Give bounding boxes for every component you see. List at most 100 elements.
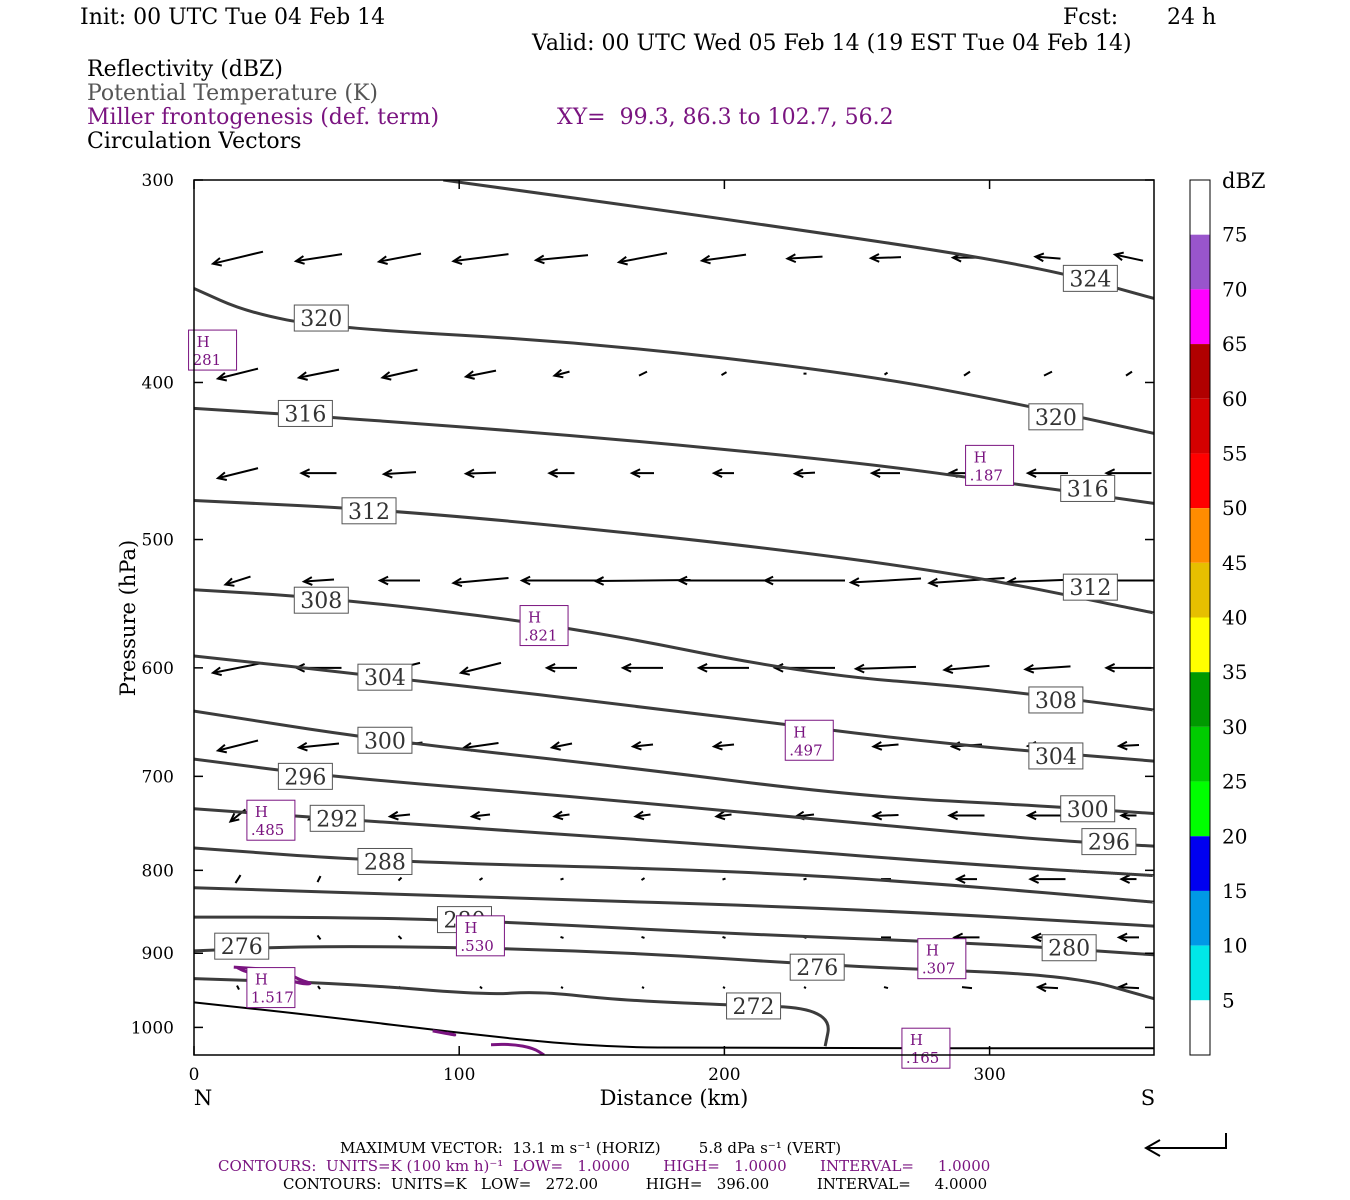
- axes: 300 400 500 600 700 800 900 1000 0 100 200 300: [131, 171, 1154, 1085]
- wind-vector: [463, 468, 497, 479]
- wind-vector: [317, 985, 321, 990]
- wind-vector: [533, 254, 589, 265]
- colorbar-label: 5: [1222, 988, 1235, 1012]
- contour-label-box: [1028, 742, 1084, 770]
- wind-vector: [1119, 874, 1137, 884]
- colorbar-label: 55: [1222, 441, 1247, 465]
- colorbar-label: 65: [1222, 332, 1247, 356]
- wind-vector: [711, 740, 735, 751]
- contour-label-box: [293, 586, 349, 614]
- y-tick-label: 800: [142, 861, 174, 881]
- y-tick-label: 900: [142, 944, 174, 964]
- contour-label: 324: [1069, 267, 1111, 292]
- x-tick-label: 300: [973, 1065, 1005, 1085]
- plot-frame: [193, 179, 1155, 1056]
- wind-vector: [560, 877, 564, 881]
- wind-vector: [954, 874, 977, 884]
- colorbar-label: 25: [1222, 770, 1247, 794]
- theta-contour: [194, 915, 1154, 957]
- colorbar-segment: [1190, 781, 1210, 837]
- wind-vector: [883, 986, 889, 990]
- wind-vector: [387, 810, 411, 821]
- wind-vector: [451, 253, 509, 265]
- contour-label: 304: [364, 666, 406, 691]
- colorbar-segment: [1190, 344, 1210, 399]
- wind-vector: [210, 661, 264, 677]
- wind-vector: [223, 575, 251, 587]
- theta-contour: [194, 654, 1154, 763]
- colorbar-segment: [1190, 398, 1210, 454]
- wind-vector: [638, 370, 648, 377]
- cross-section-endpoints: XY= 99.3, 86.3 to 102.7, 56.2: [557, 105, 894, 130]
- wind-vector: [479, 985, 483, 990]
- wind-vector: [762, 575, 845, 586]
- contour-label: 316: [1067, 477, 1109, 502]
- y-tick-label: 500: [142, 531, 174, 551]
- theta-contour: [194, 945, 1154, 1001]
- wind-vector: [641, 986, 645, 989]
- wind-vector: [869, 468, 900, 478]
- frontogenesis-maximum: H.485: [246, 799, 296, 841]
- wind-vector: [381, 468, 417, 479]
- wind-vector: [616, 252, 668, 266]
- wind-vector: [519, 575, 602, 586]
- wind-vector: [1116, 740, 1140, 751]
- wind-vector: [803, 877, 807, 881]
- svg-text:H: H: [255, 971, 268, 989]
- x-axis-label: Distance (km): [600, 1086, 749, 1110]
- svg-text:.165: .165: [906, 1049, 939, 1067]
- colorbar-label: 35: [1222, 660, 1247, 684]
- contour-label-box: [357, 726, 413, 754]
- colorbar-segment: [1190, 289, 1210, 345]
- svg-text:H: H: [974, 448, 987, 466]
- contour-label-box: [293, 304, 349, 332]
- colorbar-segment: [1190, 180, 1210, 235]
- contour-label-box: [357, 847, 413, 875]
- wind-vector: [1035, 982, 1059, 993]
- svg-text:.187: .187: [970, 466, 1003, 484]
- colorbar-segment: [1190, 234, 1210, 290]
- wind-vector: [380, 368, 418, 381]
- south-label: S: [1141, 1086, 1155, 1110]
- wind-vector: [1125, 370, 1133, 377]
- contour-label: 296: [1088, 831, 1130, 856]
- svg-text:H: H: [464, 919, 477, 937]
- colorbar-label: 15: [1222, 879, 1247, 903]
- north-label: N: [194, 1086, 212, 1110]
- wind-vector: [560, 935, 564, 939]
- contour-labels: 324 320 320 316 316 312 312 308 308 304 304 300 300 2…: [188, 264, 1137, 1069]
- contour-label-box: [1028, 403, 1084, 431]
- wind-vector: [871, 741, 899, 751]
- contour-label: 300: [1067, 798, 1109, 823]
- wind-vector: [1116, 932, 1139, 943]
- x-tick-label: 100: [443, 1065, 475, 1085]
- wind-vector: [451, 577, 509, 588]
- wind-vector: [633, 810, 651, 821]
- colorbar-label: 20: [1222, 824, 1247, 848]
- wind-vector: [560, 986, 564, 989]
- svg-text:.821: .821: [524, 627, 557, 645]
- colorbar-label: 70: [1222, 277, 1247, 301]
- colorbar-label: 10: [1222, 934, 1247, 958]
- frontogenesis-maximum: H.187: [965, 444, 1015, 486]
- y-tick-label: 400: [142, 373, 174, 393]
- colorbar-segment: [1190, 945, 1210, 1001]
- x-tick-label: 0: [189, 1065, 200, 1085]
- wind-vector: [234, 874, 242, 884]
- colorbar-segment: [1190, 726, 1210, 782]
- contour-label-box: [789, 953, 845, 981]
- wind-vector: [1028, 874, 1066, 884]
- wind-vector: [699, 253, 747, 265]
- wind-vector: [871, 810, 899, 821]
- wind-vector: [1033, 252, 1061, 263]
- contour-label-box: [277, 399, 333, 427]
- contour-label-box: [214, 932, 270, 960]
- wind-vector: [696, 663, 749, 673]
- theta-contour: [194, 977, 830, 1047]
- wind-vector: [478, 877, 484, 881]
- wind-vector: [293, 253, 343, 265]
- contour-label: 276: [796, 956, 838, 981]
- contour-label-box: [1060, 795, 1116, 823]
- wind-vector: [552, 368, 570, 379]
